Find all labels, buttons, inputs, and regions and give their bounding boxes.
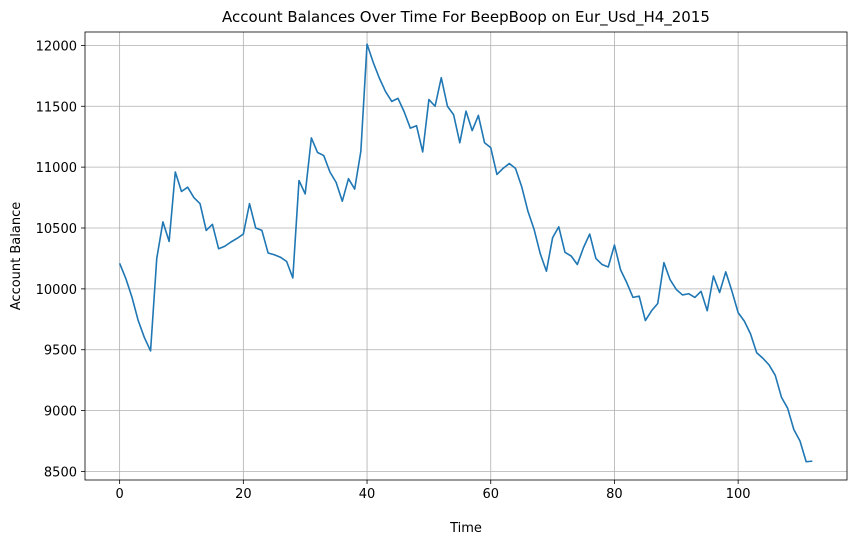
y-axis-label: Account Balance [9, 202, 24, 310]
chart-title: Account Balances Over Time For BeepBoop … [222, 8, 710, 27]
y-tick-label: 10500 [36, 222, 77, 237]
x-tick-label: 20 [235, 487, 252, 502]
y-axis-ticks: 8500 9000 9500 10000 10500 11000 11500 12000 [36, 39, 85, 480]
y-tick-label: 9500 [44, 344, 77, 359]
y-tick-label: 10000 [36, 283, 77, 298]
x-axis-ticks: 0 20 40 60 80 100 [115, 480, 751, 502]
y-tick-label: 11500 [36, 100, 77, 115]
y-tick-label: 9000 [44, 405, 77, 420]
x-axis-label: Time [449, 521, 482, 536]
x-tick-label: 60 [482, 487, 499, 502]
x-tick-label: 80 [606, 487, 623, 502]
account-balance-line [118, 43, 813, 463]
y-tick-label: 12000 [36, 39, 77, 54]
x-tick-label: 0 [115, 487, 123, 502]
plot-frame [84, 31, 848, 481]
y-tick-label: 11000 [36, 161, 77, 176]
x-tick-label: 40 [359, 487, 376, 502]
x-tick-label: 100 [726, 487, 751, 502]
y-tick-label: 8500 [44, 465, 77, 480]
